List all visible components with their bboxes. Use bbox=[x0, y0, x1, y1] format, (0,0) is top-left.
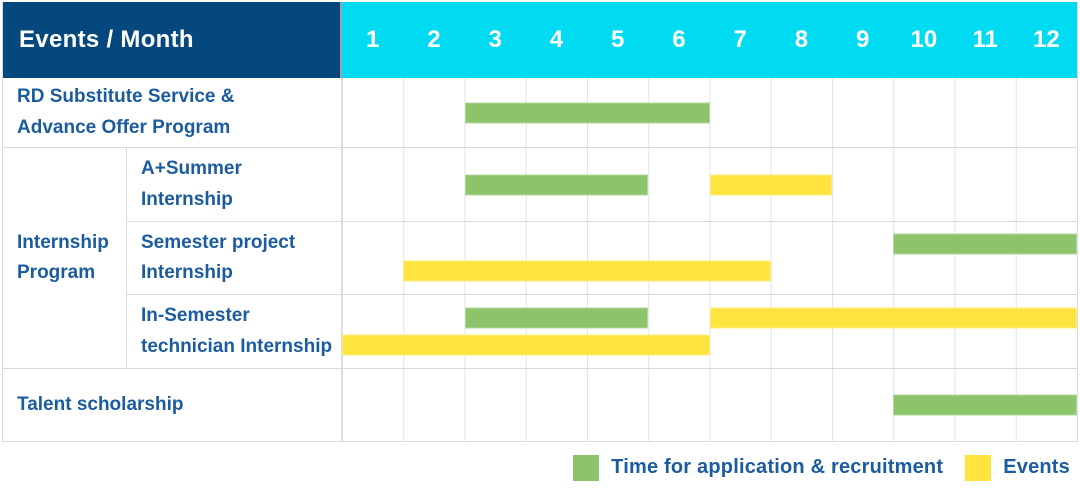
events-table: Events / Month 1 2 3 4 5 6 7 8 9 10 11 1… bbox=[2, 2, 1078, 442]
month-label: 12 bbox=[1033, 26, 1060, 53]
month-label: 11 bbox=[972, 26, 998, 53]
gantt-bar-application bbox=[464, 102, 710, 123]
month-label: 2 bbox=[427, 26, 441, 53]
month-label: 10 bbox=[910, 26, 938, 53]
timeline-in-semester-technician bbox=[342, 295, 1077, 368]
table-header-row: Events / Month 1 2 3 4 5 6 7 8 9 10 11 1… bbox=[3, 2, 1077, 78]
row-rd-substitute-service: RD Substitute Service & Advance Offer Pr… bbox=[3, 78, 1077, 148]
month-axis: 1 2 3 4 5 6 7 8 9 10 11 12 bbox=[342, 2, 1077, 78]
internship-program-group: Internship Program A+Summer Internship S… bbox=[3, 148, 1077, 369]
timeline-a-plus-summer bbox=[342, 148, 1077, 221]
row-label: In-Semester technician Internship bbox=[127, 295, 342, 368]
gantt-bar-application bbox=[464, 174, 649, 195]
month-label: 8 bbox=[794, 26, 809, 53]
month-label: 1 bbox=[365, 26, 380, 53]
month-label: 6 bbox=[672, 26, 686, 53]
month-label: 3 bbox=[488, 26, 502, 53]
month-label: 5 bbox=[610, 26, 625, 53]
row-talent-scholarship: Talent scholarship bbox=[3, 369, 1077, 441]
gantt-bar-application bbox=[893, 394, 1077, 416]
timeline-semester-project bbox=[342, 222, 1077, 294]
gantt-bar-application bbox=[893, 233, 1077, 255]
row-label: Semester project Internship bbox=[127, 222, 342, 294]
row-a-plus-summer: A+Summer Internship bbox=[127, 148, 1077, 222]
header-title: Events / Month bbox=[3, 2, 342, 78]
row-label: RD Substitute Service & Advance Offer Pr… bbox=[3, 78, 342, 147]
month-label: 4 bbox=[549, 26, 564, 53]
gantt-bar-event bbox=[709, 174, 832, 195]
internship-program-rows: A+Summer Internship Semester project Int… bbox=[127, 148, 1077, 368]
events-color-swatch bbox=[965, 454, 992, 481]
application-color-swatch bbox=[573, 454, 600, 481]
timeline-talent-scholarship bbox=[342, 369, 1077, 441]
legend-item-events: Events bbox=[965, 454, 1070, 481]
gantt-bar-event bbox=[403, 260, 771, 282]
legend-application-label: Time for application & recruitment bbox=[611, 456, 944, 478]
gantt-bar-event bbox=[709, 307, 1077, 329]
legend-events-label: Events bbox=[1003, 456, 1070, 478]
month-label: 7 bbox=[733, 26, 747, 53]
timeline-rd-substitute bbox=[342, 78, 1077, 147]
legend-item-application: Time for application & recruitment bbox=[573, 454, 944, 481]
row-label: A+Summer Internship bbox=[127, 148, 342, 221]
row-semester-project: Semester project Internship bbox=[127, 222, 1077, 295]
row-in-semester-technician: In-Semester technician Internship bbox=[127, 295, 1077, 368]
gantt-bar-event bbox=[342, 334, 710, 356]
row-label: Talent scholarship bbox=[3, 369, 342, 441]
legend: Time for application & recruitment Event… bbox=[0, 442, 1080, 493]
gantt-bar-application bbox=[464, 307, 649, 329]
month-label: 9 bbox=[855, 26, 870, 53]
group-label: Internship Program bbox=[3, 148, 127, 368]
